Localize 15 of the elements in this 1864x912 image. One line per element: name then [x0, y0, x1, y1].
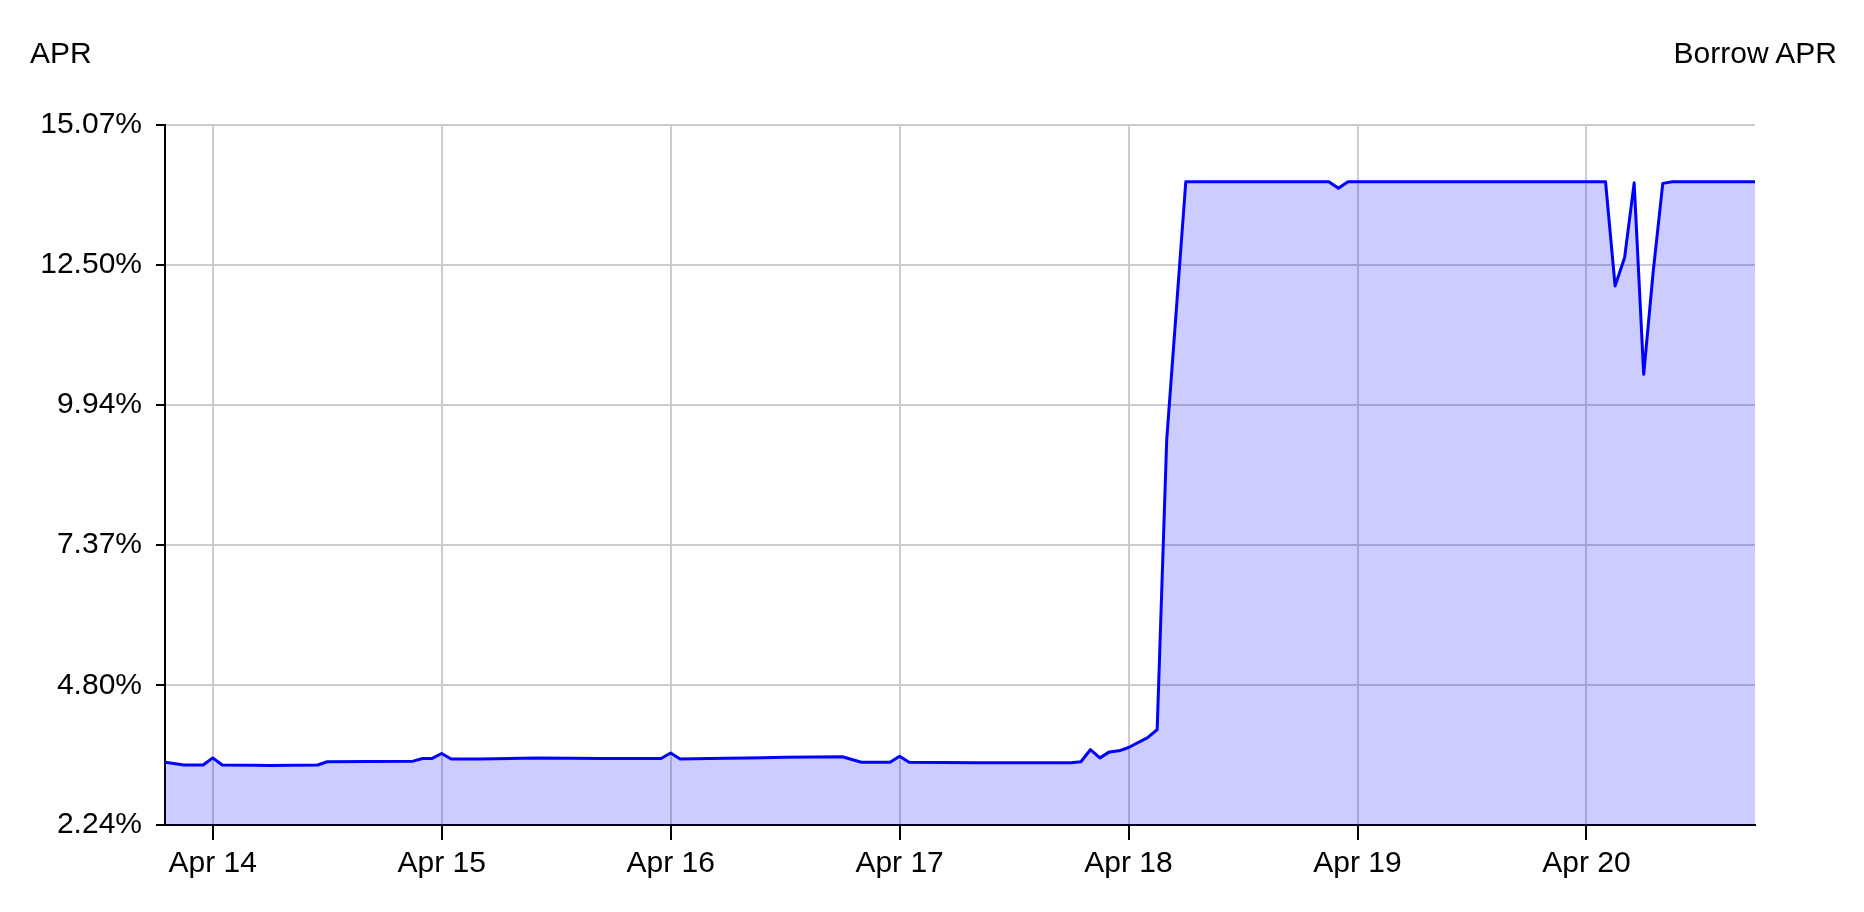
y-tick-label: 7.37% — [56, 526, 142, 560]
x-tick-label: Apr 19 — [1313, 845, 1402, 879]
x-tick-label: Apr 20 — [1542, 845, 1631, 879]
x-tick-label: Apr 18 — [1084, 845, 1173, 879]
x-tick-label: Apr 17 — [855, 845, 944, 879]
y-tick-label: 2.24% — [56, 806, 142, 840]
x-tick-label: Apr 16 — [626, 845, 715, 879]
y-axis-title: APR — [30, 36, 92, 69]
x-tick-label: Apr 14 — [168, 845, 257, 879]
y-tick-label: 12.50% — [40, 246, 142, 280]
chart-title: Borrow APR — [1673, 36, 1837, 69]
y-tick-label: 4.80% — [56, 666, 142, 700]
y-tick-label: 15.07% — [40, 106, 142, 140]
x-tick-label: Apr 15 — [397, 845, 486, 879]
y-tick-label: 9.94% — [56, 386, 142, 420]
